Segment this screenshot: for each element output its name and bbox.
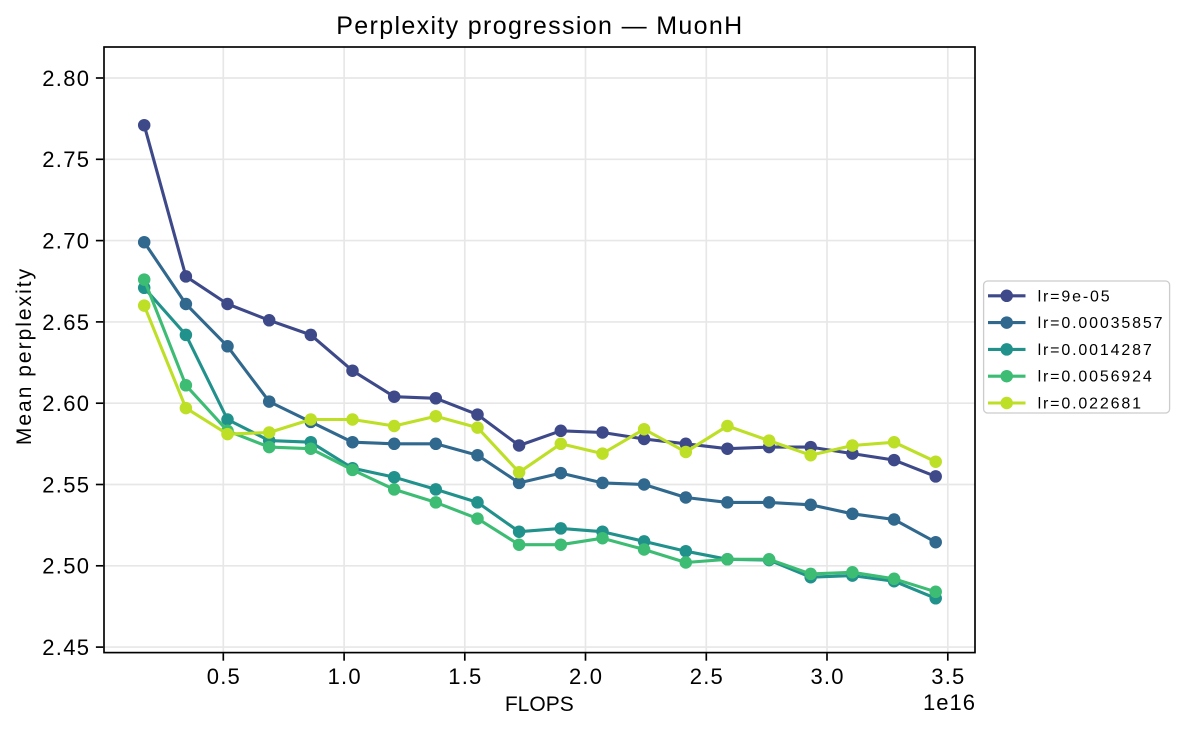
svg-text:1e16: 1e16 (923, 690, 976, 715)
svg-text:lr=0.0056924: lr=0.0056924 (1038, 369, 1154, 386)
svg-text:1.5: 1.5 (448, 664, 482, 689)
svg-text:lr=9e-05: lr=9e-05 (1038, 288, 1112, 305)
svg-text:Mean perplexity: Mean perplexity (13, 267, 36, 445)
svg-text:2.50: 2.50 (42, 554, 90, 579)
svg-text:FLOPS: FLOPS (505, 693, 574, 716)
svg-text:2.80: 2.80 (42, 66, 90, 91)
svg-text:lr=0.022681: lr=0.022681 (1038, 396, 1143, 413)
svg-text:1.0: 1.0 (328, 664, 362, 689)
svg-text:2.70: 2.70 (42, 229, 90, 254)
svg-text:3.5: 3.5 (931, 664, 965, 689)
svg-text:2.55: 2.55 (42, 472, 90, 497)
svg-text:lr=0.0014287: lr=0.0014287 (1038, 342, 1154, 359)
svg-text:2.75: 2.75 (42, 147, 90, 172)
svg-text:2.65: 2.65 (42, 310, 90, 335)
svg-text:2.60: 2.60 (42, 391, 90, 416)
svg-text:2.0: 2.0 (569, 664, 603, 689)
svg-text:0.5: 0.5 (207, 664, 241, 689)
svg-text:2.45: 2.45 (42, 635, 90, 660)
svg-text:2.5: 2.5 (690, 664, 724, 689)
svg-text:3.0: 3.0 (811, 664, 845, 689)
svg-text:Perplexity progression — MuonH: Perplexity progression — MuonH (336, 12, 743, 40)
svg-text:lr=0.00035857: lr=0.00035857 (1038, 315, 1165, 332)
